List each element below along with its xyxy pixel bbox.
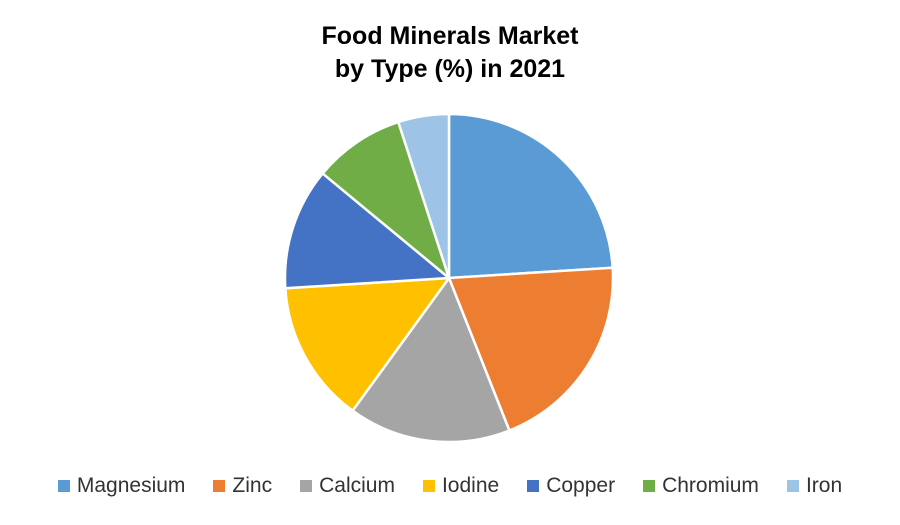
legend-item-calcium: Calcium [300,474,395,498]
legend-item-chromium: Chromium [643,474,759,498]
legend-label-zinc: Zinc [232,474,273,497]
legend-label-calcium: Calcium [319,474,395,497]
chart-title-line-2: by Type (%) in 2021 [334,55,566,83]
legend-item-iron: Iron [786,474,843,498]
legend-swatch-iron [786,480,799,492]
pie-chart [283,112,615,444]
legend-swatch-copper [527,480,540,492]
legend-item-magnesium: Magnesium [57,474,186,498]
legend-swatch-iodine [422,480,435,492]
chart-title-line-1: Food Minerals Market [321,22,579,50]
legend-swatch-calcium [300,480,313,492]
pie-slice-copper [283,172,451,290]
legend-item-copper: Copper [527,474,615,498]
legend-label-iron: Iron [805,474,843,497]
chart-legend: Magnesium Zinc Calcium Iodine Copper Chromium… [0,474,900,498]
legend-item-zinc: Zinc [213,474,272,498]
legend-swatch-magnesium [57,480,70,492]
legend-swatch-zinc [213,480,226,492]
legend-item-iodine: Iodine [422,474,500,498]
legend-label-copper: Copper [546,474,616,497]
legend-label-iodine: Iodine [441,474,500,497]
pie-slice-magnesium [447,112,614,280]
legend-label-magnesium: Magnesium [76,474,186,497]
pie-slice-calcium [351,276,511,444]
pie-slice-chromium [321,120,451,280]
pie-slice-iodine [284,276,451,412]
pie-slice-zinc [447,266,615,432]
chart-title: Food Minerals Market by Type (%) in 2021 [0,20,900,86]
legend-label-chromium: Chromium [662,474,759,497]
legend-swatch-chromium [643,480,656,492]
pie-slice-iron [397,112,451,280]
